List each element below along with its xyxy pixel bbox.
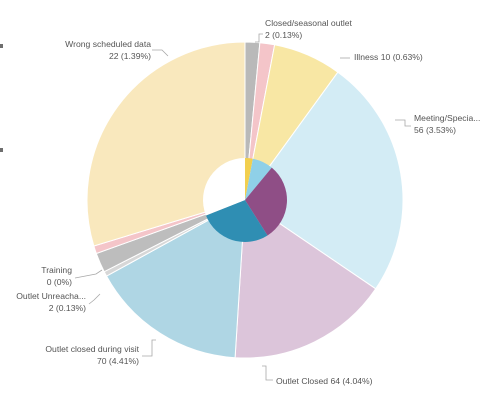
inner-slice[interactable] bbox=[203, 158, 245, 216]
slice-label: Wrong scheduled data bbox=[65, 39, 151, 49]
slice-label-value: Outlet Closed 64 (4.04%) bbox=[276, 376, 373, 386]
leader-line bbox=[88, 293, 101, 305]
pie-slice[interactable] bbox=[234, 199, 377, 359]
inner-slice[interactable] bbox=[205, 200, 268, 242]
label-outlet-closed-during-visit[interactable]: Outlet closed during visit 70 (4.41%) bbox=[45, 344, 139, 366]
slice-label: Outlet closed during visit bbox=[45, 344, 139, 354]
leader-line bbox=[255, 33, 263, 43]
leader-line bbox=[395, 119, 411, 127]
label-training[interactable]: Training 0 (0%) bbox=[41, 265, 72, 287]
slice-label: Meeting/Specia... bbox=[414, 113, 480, 123]
label-closed-seasonal[interactable]: Closed/seasonal outlet 2 (0.13%) bbox=[265, 18, 353, 40]
leader-line bbox=[74, 269, 103, 279]
window-edge-marker bbox=[0, 44, 3, 48]
slice-value: 2 (0.13%) bbox=[265, 30, 302, 40]
leader-lines bbox=[74, 33, 411, 381]
slice-label: Training bbox=[41, 265, 72, 275]
leader-line bbox=[262, 365, 273, 381]
slice-value: 2 (0.13%) bbox=[49, 303, 86, 313]
slice-value: 56 (3.53%) bbox=[414, 125, 456, 135]
slice-value: 22 (1.39%) bbox=[109, 51, 151, 61]
pie-slice[interactable] bbox=[244, 71, 404, 290]
slice-label: Outlet Unreacha... bbox=[16, 291, 86, 301]
label-meeting[interactable]: Meeting/Specia... 56 (3.53%) bbox=[414, 113, 480, 135]
label-wrong-scheduled[interactable]: Wrong scheduled data 22 (1.39%) bbox=[65, 39, 151, 61]
label-illness[interactable]: Illness 10 (0.63%) bbox=[354, 52, 423, 62]
pie-slice[interactable] bbox=[105, 199, 246, 359]
slice-label-value: Illness 10 (0.63%) bbox=[354, 52, 423, 62]
inner-slice[interactable] bbox=[245, 157, 253, 200]
slice-label: Closed/seasonal outlet bbox=[265, 18, 353, 28]
inner-slice[interactable] bbox=[245, 158, 272, 200]
inner-ring bbox=[203, 157, 287, 242]
leader-line bbox=[142, 339, 156, 357]
label-outlet-unreachable[interactable]: Outlet Unreacha... 2 (0.13%) bbox=[16, 291, 86, 313]
slice-value: 70 (4.41%) bbox=[97, 356, 139, 366]
slice-value: 0 (0%) bbox=[47, 277, 72, 287]
label-outlet-closed[interactable]: Outlet Closed 64 (4.04%) bbox=[276, 376, 373, 386]
inner-slice[interactable] bbox=[245, 167, 287, 236]
leader-line bbox=[152, 49, 169, 57]
window-edge-marker bbox=[0, 148, 3, 152]
